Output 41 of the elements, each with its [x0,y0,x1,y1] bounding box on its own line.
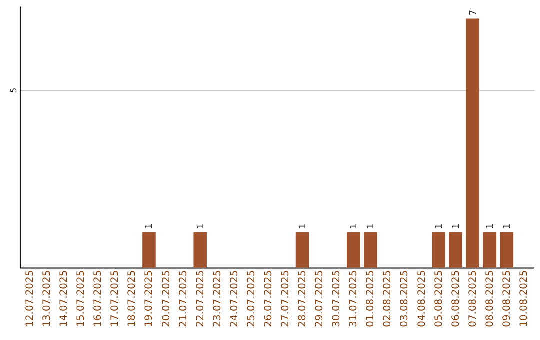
data-label: 7 [468,10,479,16]
data-label: 1 [366,224,377,230]
x-tick-label: 21.07.2025 [178,270,190,328]
x-tick-label: 29.07.2025 [314,270,326,328]
x-tick-label: 31.07.2025 [348,270,360,328]
x-tick-label: 20.07.2025 [161,270,172,328]
x-tick-label: 24.07.2025 [229,270,240,328]
data-label: 1 [145,224,156,230]
y-tick-label: 5 [9,88,18,93]
data-label: 1 [486,224,496,230]
data-label: 1 [434,224,445,230]
x-tick-label: 05.08.2025 [434,270,445,328]
data-label: 1 [502,224,513,230]
x-tick-label: 14.07.2025 [59,270,70,328]
x-tick-label: 04.08.2025 [416,270,428,328]
x-tick-label: 10.08.2025 [518,270,530,328]
x-tick-label: 27.07.2025 [280,270,292,328]
x-tick-label: 13.07.2025 [42,270,54,328]
x-tick-label: 28.07.2025 [298,270,309,328]
data-label: 1 [196,224,206,230]
x-tick-label: 30.07.2025 [332,270,343,328]
x-tick-label: 06.08.2025 [450,270,462,328]
x-tick-label: 09.08.2025 [502,270,513,328]
x-tick-label: 19.07.2025 [144,270,156,328]
x-tick-label: 03.08.2025 [400,270,411,328]
data-label: 1 [298,224,309,230]
x-tick-label: 15.07.2025 [76,270,88,328]
x-tick-label: 22.07.2025 [195,270,206,328]
x-tick-label: 02.08.2025 [382,270,394,328]
x-tick-label: 12.07.2025 [25,270,36,328]
x-tick-label: 07.08.2025 [468,270,479,328]
x-tick-label: 25.07.2025 [246,270,258,328]
x-tick-label: 18.07.2025 [127,270,138,328]
x-tick-label: 26.07.2025 [263,270,274,328]
data-label: 1 [350,224,360,230]
data-label: 1 [452,224,462,230]
x-tick-label: 23.07.2025 [212,270,224,328]
x-tick-label: 16.07.2025 [93,270,104,328]
x-tick-label: 01.08.2025 [366,270,377,328]
x-tick-label: 17.07.2025 [110,270,122,328]
x-tick-label: 08.08.2025 [484,270,496,328]
